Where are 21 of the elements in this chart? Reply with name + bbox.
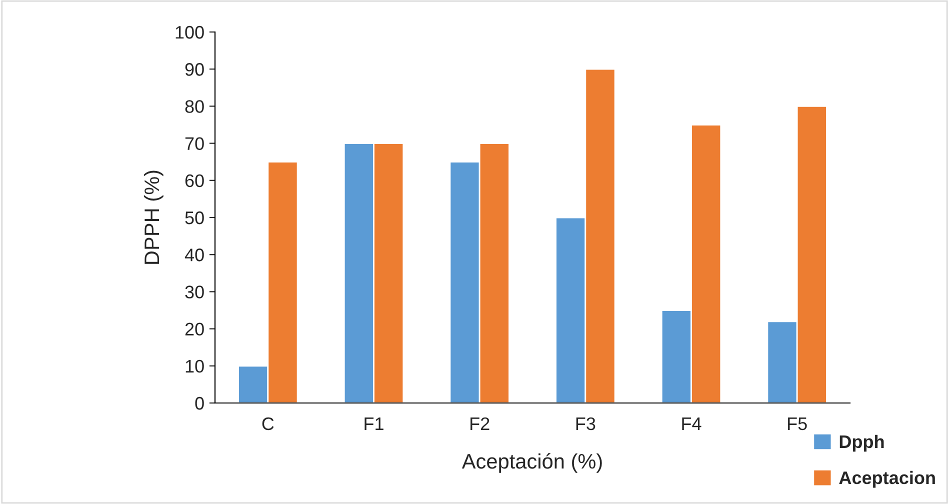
y-tick-label: 70 (185, 137, 204, 150)
x-tick-label: F2 (470, 417, 490, 430)
y-tick-label: 80 (185, 100, 204, 113)
y-tick-label: 10 (186, 360, 204, 373)
y-tick-label: 30 (185, 286, 204, 298)
y-tick-label: 60 (185, 174, 204, 188)
y-tick-label: 90 (185, 63, 204, 76)
x-tick-label: C (262, 417, 274, 430)
y-tick-label: 20 (185, 322, 204, 336)
legend-label: Dpph (840, 434, 884, 452)
x-tick-label: F4 (682, 418, 702, 430)
y-axis-title: DPPH (%) (144, 170, 164, 264)
y-tick-label: 50 (185, 211, 204, 224)
legend-label: Aceptacion (839, 470, 935, 488)
y-tick-label: 40 (184, 248, 204, 262)
x-tick-label: F1 (364, 418, 384, 430)
x-axis-title: Aceptación (%) (462, 453, 602, 473)
x-tick-label: F3 (576, 417, 596, 430)
x-tick-label: F5 (788, 418, 807, 430)
y-tick-label: 0 (195, 396, 204, 410)
y-tick-label: 100 (176, 26, 204, 39)
